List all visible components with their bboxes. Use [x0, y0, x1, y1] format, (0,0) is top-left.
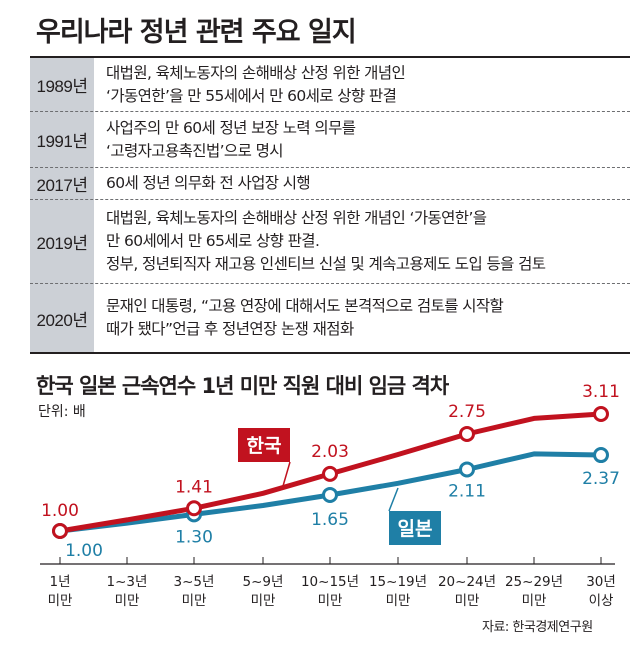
chart-title: 한국 일본 근속연수 1년 미만 직원 대비 임금 격차 — [36, 374, 449, 398]
timeline-desc: 대법원, 육체노동자의 손해배상 산정 위한 개념인 ‘가동연한’을 만 60세… — [106, 200, 630, 283]
timeline-desc: 문재인 대통령, “고용 연장에 대해서도 본격적으로 검토를 시작할 때가 됐… — [106, 284, 630, 352]
x-tick-label: 미만 — [182, 593, 207, 609]
x-tick-label: 미만 — [386, 593, 411, 609]
timeline-year: 1991년 — [36, 132, 88, 151]
legend-korea-box — [238, 428, 290, 462]
x-tick-label: 미만 — [251, 593, 276, 609]
legend-japan-label: 일본 — [398, 518, 433, 540]
data-label: 1.00 — [41, 501, 79, 521]
chart-unit: 단위: 배 — [38, 404, 86, 420]
x-tick-label: 미만 — [48, 593, 73, 609]
x-tick-label: 15~19년 — [369, 574, 427, 590]
legend-japan-box — [389, 511, 441, 545]
data-point — [593, 406, 609, 422]
x-tick-label: 30년 — [586, 574, 616, 590]
data-point — [459, 425, 475, 442]
source-note: 자료: 한국경제연구원 — [482, 620, 593, 635]
x-tick-label: 20~24년 — [438, 574, 496, 590]
data-label: 1.41 — [175, 477, 213, 497]
timeline-year: 2019년 — [36, 234, 88, 253]
data-label: 1.30 — [175, 527, 213, 547]
timeline-desc: 사업주의 만 60세 정년 보장 노력 의무를 ‘고령자고용촉진법’으로 명시 — [106, 112, 630, 167]
timeline-year: 2020년 — [36, 310, 88, 330]
data-point — [322, 465, 338, 482]
x-tick-label: 미만 — [318, 593, 343, 609]
x-tick-label: 5~9년 — [243, 574, 284, 590]
x-tick-label: 10~15년 — [301, 574, 359, 590]
timeline-desc-line: 대법원, 육체노동자의 손해배상 산정 위한 개념인 — [106, 63, 406, 82]
data-point — [52, 523, 68, 539]
x-tick-label: 미만 — [455, 593, 480, 609]
x-tick-label: 이상 — [589, 593, 614, 609]
timeline-year: 1989년 — [36, 77, 88, 96]
data-label: 2.37 — [582, 469, 620, 489]
timeline-row: 1991년 사업주의 만 60세 정년 보장 노력 의무를 ‘고령자고용촉진법’… — [30, 112, 630, 168]
x-tick-label: 미만 — [115, 593, 140, 609]
data-point — [593, 447, 609, 464]
table-bottom-rule — [30, 352, 630, 354]
timeline-year: 2017년 — [36, 176, 88, 195]
legend-korea-label: 한국 — [247, 435, 282, 457]
data-label: 1.65 — [311, 510, 349, 530]
data-label: 1.00 — [65, 541, 103, 561]
x-tick-label: 3~5년 — [174, 574, 215, 590]
timeline-desc-line: 대법원, 육체노동자의 손해배상 산정 위한 개념인 ‘가동연한’을 — [106, 209, 487, 227]
timeline-title: 우리나라 정년 관련 주요 일지 — [36, 17, 357, 48]
data-point — [186, 500, 202, 517]
data-label: 3.11 — [582, 382, 620, 402]
data-label: 2.03 — [311, 442, 349, 462]
data-label: 2.75 — [448, 402, 486, 422]
timeline-table: 1989년 대법원, 육체노동자의 손해배상 산정 위한 개념인 ‘가동연한’을… — [30, 56, 630, 354]
table-top-rule — [30, 56, 630, 58]
legend-korea-leader — [282, 461, 291, 487]
timeline-desc: 대법원, 육체노동자의 손해배상 산정 위한 개념인 ‘가동연한’을 만 55세… — [106, 58, 630, 111]
data-point — [459, 461, 475, 478]
data-point — [322, 486, 338, 503]
x-tick-label: 미만 — [522, 593, 547, 609]
legend-japan-leader — [388, 487, 399, 512]
timeline-desc-line: 만 60세에서 만 65세로 상향 판결. — [106, 232, 320, 250]
year-column — [30, 56, 94, 354]
x-tick-label: 1~3년 — [107, 574, 148, 590]
timeline-desc-line: ‘고령자고용촉진법’으로 명시 — [106, 141, 284, 160]
x-tick-label: 25~29년 — [505, 574, 563, 590]
timeline-row: 1989년 대법원, 육체노동자의 손해배상 산정 위한 개념인 ‘가동연한’을… — [30, 58, 630, 112]
timeline-row: 2019년 대법원, 육체노동자의 손해배상 산정 위한 개념인 ‘가동연한’을… — [30, 200, 630, 284]
timeline-desc-line: 문재인 대통령, “고용 연장에 대해서도 본격적으로 검토를 시작할 — [106, 297, 504, 315]
timeline-desc-line: ‘가동연한’을 만 55세에서 만 60세로 상향 판결 — [106, 86, 397, 105]
timeline-desc-line: 사업주의 만 60세 정년 보장 노력 의무를 — [106, 118, 356, 137]
timeline-row: 2017년 60세 정년 의무화 전 사업장 시행 — [30, 168, 630, 200]
timeline-desc-line: 정부, 정년퇴직자 재고용 인센티브 신설 및 계속고용제도 도입 등을 검토 — [106, 255, 546, 273]
timeline-desc-line: 때가 됐다”언급 후 정년연장 논쟁 재점화 — [106, 320, 354, 338]
data-label: 2.11 — [448, 481, 486, 501]
timeline-row: 2020년 문재인 대통령, “고용 연장에 대해서도 본격적으로 검토를 시작… — [30, 284, 630, 352]
x-tick-label: 1년 — [49, 574, 70, 590]
timeline-desc: 60세 정년 의무화 전 사업장 시행 — [106, 168, 630, 199]
timeline-desc-line: 60세 정년 의무화 전 사업장 시행 — [106, 174, 311, 192]
